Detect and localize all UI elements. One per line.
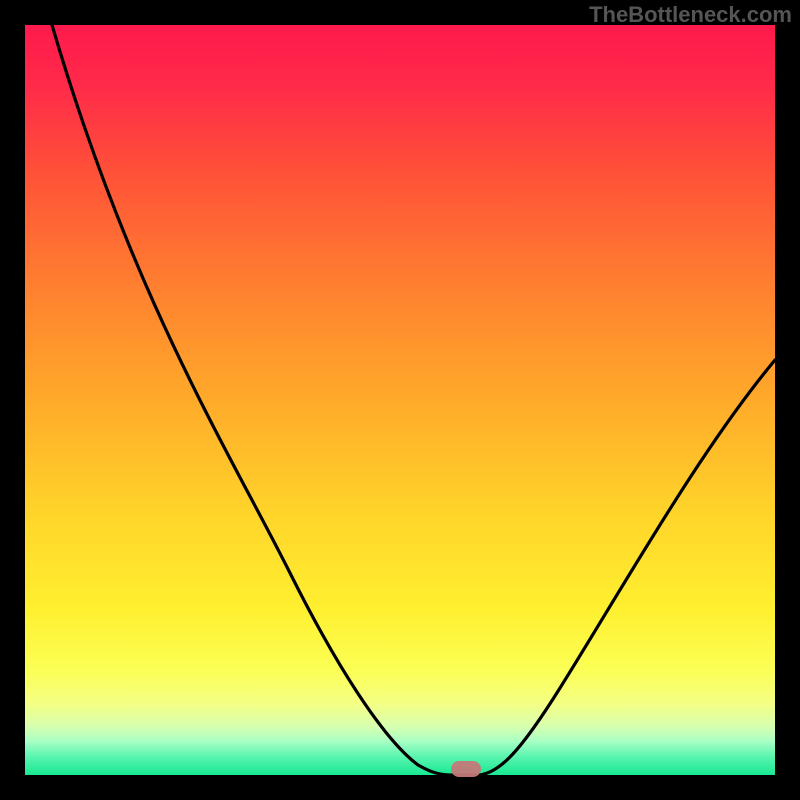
attribution-text: TheBottleneck.com [589, 2, 792, 28]
chart-container: TheBottleneck.com [0, 0, 800, 800]
plot-area [25, 25, 775, 775]
bottleneck-chart [0, 0, 800, 800]
bottleneck-marker [451, 761, 481, 777]
